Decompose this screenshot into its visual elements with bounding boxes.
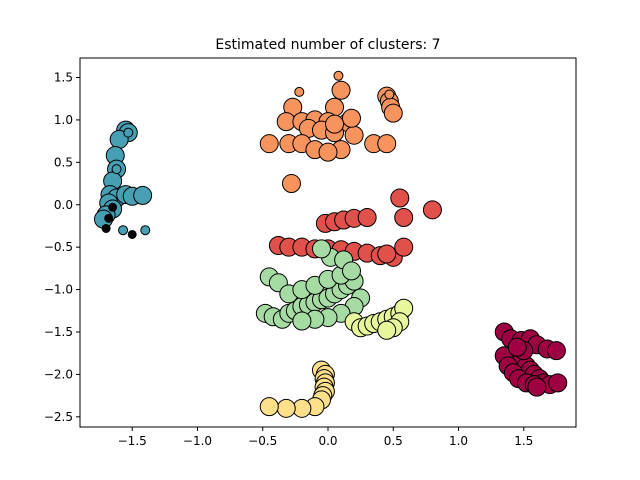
y-tick-label: −1.5 [44,325,73,339]
cluster-7 [494,322,568,397]
cluster-1 [93,120,153,236]
y-tick-label: −2.0 [44,367,73,381]
non-core-point [294,86,305,97]
core-point [527,377,547,397]
core-point [383,103,403,123]
non-core-point [118,225,129,236]
core-point [546,341,566,361]
core-point [344,125,364,145]
x-tick-label: 1.0 [449,434,468,448]
noise-points [101,202,137,239]
core-point [341,108,361,128]
core-point [133,185,153,205]
core-point [325,114,345,134]
non-core-point [384,89,395,100]
chart-title: Estimated number of clusters: 7 [215,37,440,53]
cluster-2 [259,70,403,194]
core-point [548,373,568,393]
y-tick-label: −0.5 [44,240,73,254]
x-tick-label: 1.5 [514,434,533,448]
core-point [390,188,410,208]
non-core-point [111,164,122,175]
core-point [377,244,397,264]
x-tick-label: 0.5 [384,434,403,448]
core-point [507,337,527,357]
core-point [377,134,397,154]
y-tick-label: −2.5 [44,410,73,424]
noise-point [127,229,137,239]
noise-point [108,202,118,212]
non-core-point [333,70,344,81]
x-tick-label: −1.5 [118,434,147,448]
core-point [341,261,361,281]
core-point [259,134,279,154]
core-point [311,239,331,259]
x-tick-label: −1.0 [183,434,212,448]
noise-point [104,213,114,223]
core-point [259,397,279,417]
core-point [422,200,442,220]
cluster-3 [268,188,442,267]
core-point [276,398,296,418]
noise-point [101,224,111,233]
core-point [281,174,301,194]
axis-ticks: −1.5 −1.0 −0.5 0.0 0.5 1.0 1.5 1.5 1.0 0.5 0.0 −0.5… [44,71,533,448]
cluster-5 [344,298,414,340]
y-tick-label: 0.0 [54,198,73,212]
plot-area [93,70,568,418]
core-point [394,237,414,257]
non-core-point [123,127,134,138]
y-tick-label: −1.0 [44,283,73,297]
core-point [377,320,397,340]
x-tick-label: 0.0 [318,434,337,448]
x-tick-label: −0.5 [248,434,277,448]
cluster-4 [255,239,371,331]
core-point [318,142,338,162]
cluster-6 [259,360,335,418]
non-core-point [140,225,151,236]
core-point [331,80,351,100]
y-tick-label: 1.5 [54,71,73,85]
core-point [394,207,414,227]
core-point [292,311,312,331]
y-tick-label: 1.0 [54,113,73,127]
core-point [357,207,377,227]
y-tick-label: 0.5 [54,155,73,169]
